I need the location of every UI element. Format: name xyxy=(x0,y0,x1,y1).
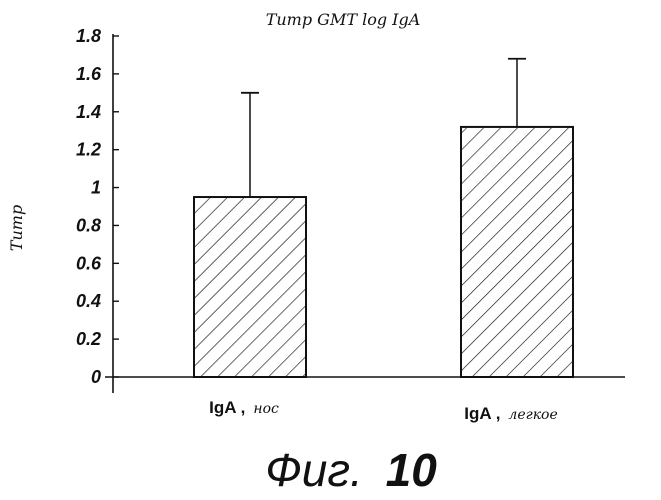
caption-prefix: Фиг. xyxy=(265,444,363,496)
y-tick-label: 0.2 xyxy=(76,329,101,349)
x-tick-label: IgA , легкое xyxy=(464,404,558,423)
y-tick-label: 0.4 xyxy=(76,291,101,311)
y-tick-label: 0.6 xyxy=(76,253,102,273)
x-tick-label-sub: нос xyxy=(253,401,279,417)
x-tick-label-main: IgA , xyxy=(209,398,245,417)
y-tick-label: 1.8 xyxy=(76,26,101,46)
x-axis-labels: IgA , нос IgA , легкое xyxy=(209,398,558,423)
y-tick-label: 1.4 xyxy=(76,102,101,122)
y-tick-label: 1.6 xyxy=(76,64,102,84)
x-tick-label-sub: легкое xyxy=(508,407,557,423)
y-axis-label: Титр xyxy=(7,205,26,251)
x-tick-label: IgA , нос xyxy=(209,398,279,417)
bar xyxy=(194,197,306,377)
y-tick-label: 1.2 xyxy=(76,140,101,160)
bar xyxy=(461,127,573,377)
y-tick-label: 1 xyxy=(91,178,101,198)
chart-title: Титр GMT log IgA xyxy=(266,10,421,29)
y-tick-label: 0 xyxy=(91,367,101,387)
bars xyxy=(194,59,573,377)
figure-caption: Фиг. 10 xyxy=(265,444,437,496)
y-tick-label: 0.8 xyxy=(76,215,101,235)
x-tick-label-main: IgA , xyxy=(464,404,500,423)
caption-number: 10 xyxy=(386,444,438,496)
